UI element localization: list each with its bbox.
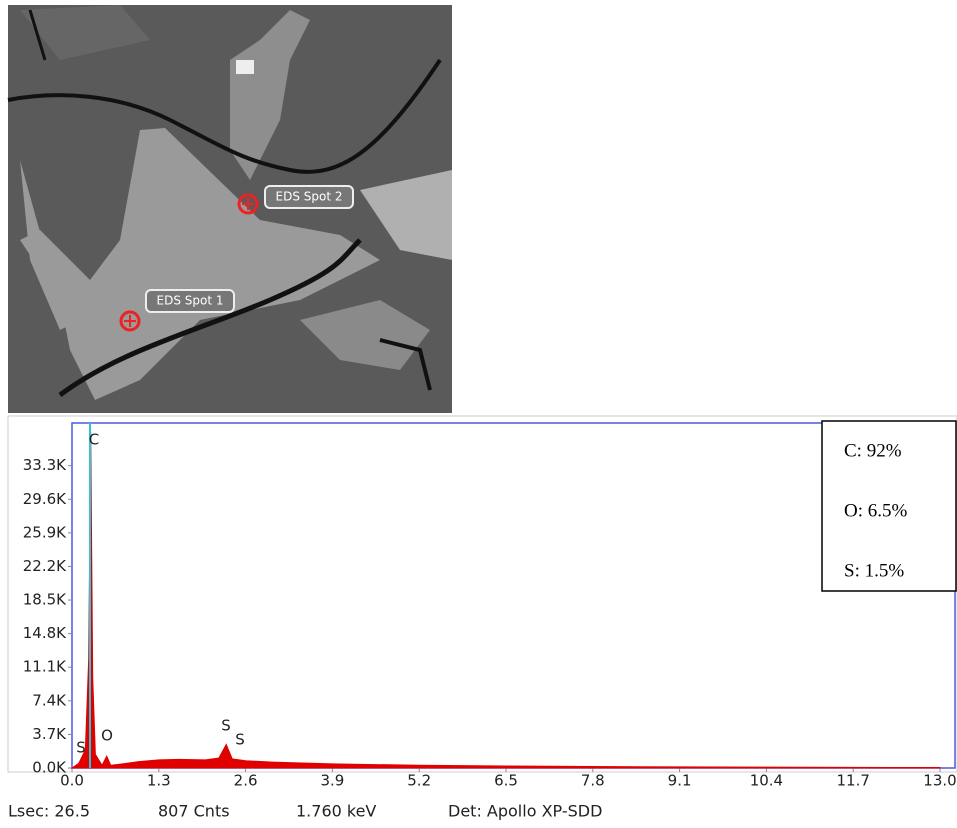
status-item: Lsec: 26.5 [8,802,90,821]
y-tick-label: 18.5K [23,591,67,609]
x-tick-label: 7.8 [581,772,605,790]
x-tick-label: 6.5 [494,772,518,790]
composition-entry: S: 1.5% [844,560,904,581]
status-item: 807 Cnts [158,802,230,821]
x-tick-label: 13.0 [923,772,956,790]
spot-label: EDS Spot 1 [157,294,224,308]
y-tick-label: 7.4K [32,691,67,709]
x-tick-label: 5.2 [407,772,431,790]
peak-label: S [235,731,245,749]
x-tick-label: 11.7 [836,772,869,790]
x-tick-label: 10.4 [750,772,783,790]
y-tick-label: 33.3K [23,456,67,474]
composition-entry: O: 6.5% [844,500,908,521]
page: EDS Spot 2 EDS Spot 1 0.0K3.7K7.4K11.1K1… [0,0,957,824]
y-tick-label: 14.8K [23,624,67,642]
y-tick-label: 22.2K [23,557,67,575]
x-tick-label: 1.3 [147,772,171,790]
y-tick-label: 25.9K [23,523,67,541]
x-tick-label: 2.6 [234,772,258,790]
spectrum-panel [8,416,957,772]
peak-label: C [89,431,99,449]
peak-label: S [76,739,86,757]
composition-entry: C: 92% [844,440,902,461]
y-tick-label: 3.7K [32,725,67,743]
x-tick-label: 9.1 [668,772,692,790]
spot-label: EDS Spot 2 [276,190,343,204]
peak-label: S [221,717,231,735]
y-tick-label: 11.1K [23,658,67,676]
y-tick-label: 29.6K [23,490,67,508]
peak-label: O [101,727,113,745]
x-tick-label: 3.9 [320,772,344,790]
status-item: Det: Apollo XP-SDD [448,802,602,821]
status-item: 1.760 keV [296,802,376,821]
x-tick-label: 0.0 [60,772,84,790]
sem-image: EDS Spot 2 EDS Spot 1 [8,5,452,413]
